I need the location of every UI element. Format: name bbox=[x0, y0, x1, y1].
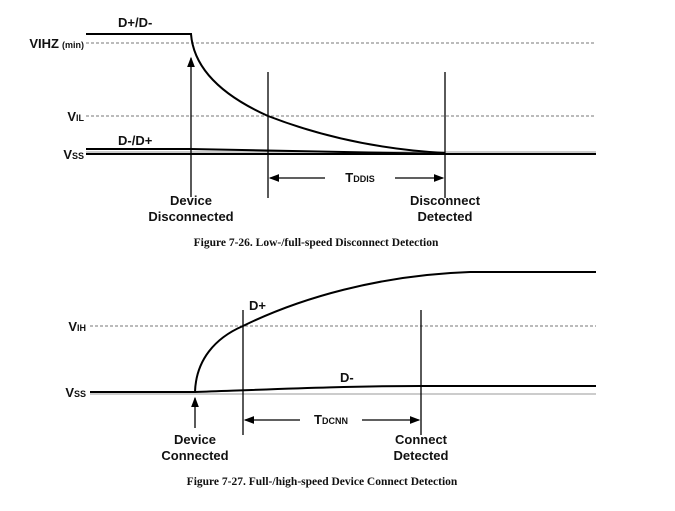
d-minus-label: D- bbox=[340, 370, 354, 385]
figure-caption: Figure 7-27. Full-/high-speed Device Con… bbox=[187, 476, 458, 488]
connect-detected-label-2: Detected bbox=[394, 448, 449, 463]
vss-label: VSS bbox=[63, 147, 84, 162]
disconnect-detected-label-2: Detected bbox=[418, 209, 473, 224]
signal-label-high: D+/D- bbox=[118, 15, 152, 30]
figure-7-27: D+ D- VIH VSS TDCNN Device Connected Con… bbox=[65, 271, 596, 488]
vihz-label: VIHZ (min) bbox=[29, 36, 84, 51]
d-plus-label: D+ bbox=[249, 298, 266, 313]
d-minus-signal bbox=[194, 385, 596, 393]
connect-detected-label-1: Connect bbox=[395, 432, 448, 447]
device-disconnected-label-1: Device bbox=[170, 193, 212, 208]
tddis-label: TDDIS bbox=[345, 170, 374, 185]
signal-label-low: D-/D+ bbox=[118, 133, 153, 148]
d-plus-signal bbox=[194, 271, 596, 393]
device-connected-label-2: Connected bbox=[161, 448, 228, 463]
device-disconnected-label-2: Disconnected bbox=[148, 209, 233, 224]
figure-caption: Figure 7-26. Low-/full-speed Disconnect … bbox=[194, 237, 439, 249]
vil-label: VIL bbox=[67, 109, 84, 124]
disconnect-detected-label-1: Disconnect bbox=[410, 193, 481, 208]
device-connected-label-1: Device bbox=[174, 432, 216, 447]
tdcnn-label: TDCNN bbox=[314, 412, 348, 427]
vih-label: VIH bbox=[68, 319, 86, 334]
d-minus-d-plus-signal bbox=[86, 148, 446, 155]
figure-7-26: D+/D- D-/D+ VIHZ (min) VIL VSS TDDIS Devi… bbox=[29, 15, 596, 249]
vss-label: VSS bbox=[65, 385, 86, 400]
